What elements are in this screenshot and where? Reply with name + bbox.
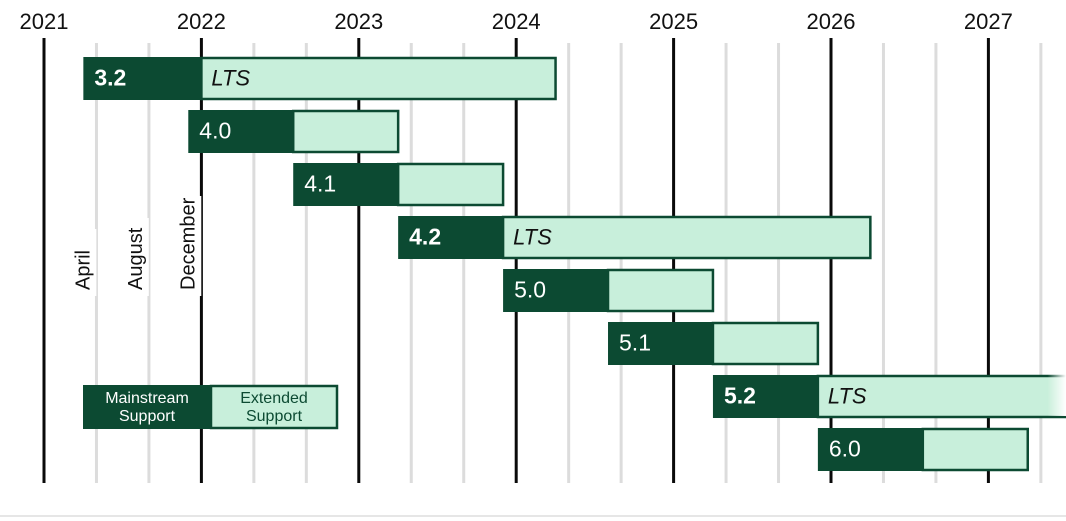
extended-support-bar bbox=[396, 162, 505, 207]
mainstream-support-bar bbox=[398, 216, 504, 259]
month-label-bg bbox=[122, 218, 149, 296]
legend-mainstream-label: Mainstream bbox=[105, 390, 189, 407]
year-label: 2027 bbox=[964, 9, 1013, 34]
year-label: 2026 bbox=[807, 9, 856, 34]
version-label: 6.0 bbox=[829, 436, 861, 462]
release-row-5.1: 5.1 bbox=[608, 321, 820, 366]
legend-mainstream-swatch bbox=[83, 385, 211, 429]
extended-support-bar bbox=[606, 268, 715, 313]
extended-support-bar bbox=[501, 215, 872, 260]
version-label: 4.2 bbox=[409, 224, 441, 250]
legend-extended-label: Support bbox=[246, 408, 303, 425]
version-label: 4.0 bbox=[199, 118, 231, 144]
release-bars: 3.2 LTS 4.0 4.1 4.2 LTS 5.0 5.1 5.2 LTS 6.0 bbox=[83, 56, 1066, 472]
mainstream-support-bar bbox=[83, 57, 202, 100]
version-label: 3.2 bbox=[94, 65, 126, 91]
year-label: 2021 bbox=[20, 9, 69, 34]
version-label: 5.2 bbox=[724, 383, 756, 409]
mainstream-support-bar bbox=[503, 269, 609, 312]
release-row-3.2: 3.2 LTS bbox=[83, 56, 557, 101]
release-row-6.0: 6.0 bbox=[817, 427, 1029, 472]
month-label-bg bbox=[70, 229, 97, 296]
fade-overlay bbox=[1000, 370, 1066, 416]
version-label: 4.1 bbox=[304, 171, 336, 197]
mainstream-support-bar bbox=[188, 110, 294, 153]
lts-label: LTS bbox=[211, 65, 250, 90]
lts-label: LTS bbox=[513, 224, 552, 249]
month-labels: April August December bbox=[70, 196, 202, 296]
mainstream-support-bar bbox=[293, 163, 399, 206]
legend-mainstream-label: Support bbox=[119, 408, 176, 425]
mainstream-support-bar bbox=[608, 322, 713, 365]
month-label: April bbox=[72, 250, 94, 290]
bottom-divider bbox=[0, 515, 1066, 517]
mainstream-support-bar bbox=[817, 428, 923, 471]
year-label: 2022 bbox=[177, 9, 226, 34]
lts-label: LTS bbox=[828, 383, 867, 408]
year-labels: 2021 2022 2023 2024 2025 2026 2027 bbox=[20, 9, 1013, 34]
extended-support-bar bbox=[200, 56, 557, 101]
release-row-4.1: 4.1 bbox=[293, 162, 505, 207]
month-label: December bbox=[177, 197, 199, 290]
year-label: 2024 bbox=[492, 9, 541, 34]
mainstream-support-bar bbox=[712, 375, 818, 418]
extended-support-bar bbox=[711, 321, 820, 366]
year-label: 2023 bbox=[334, 9, 383, 34]
extended-support-bar bbox=[291, 109, 400, 154]
month-label-bg bbox=[175, 196, 202, 296]
extended-support-bar bbox=[921, 427, 1029, 472]
month-label: August bbox=[125, 227, 147, 290]
legend-extended-label: Extended bbox=[240, 390, 308, 407]
release-row-4.0: 4.0 bbox=[188, 109, 400, 154]
year-label: 2025 bbox=[649, 9, 698, 34]
release-row-4.2: 4.2 LTS bbox=[398, 215, 872, 260]
version-label: 5.1 bbox=[619, 330, 651, 356]
release-row-5.0: 5.0 bbox=[503, 268, 715, 313]
version-label: 5.0 bbox=[514, 277, 546, 303]
